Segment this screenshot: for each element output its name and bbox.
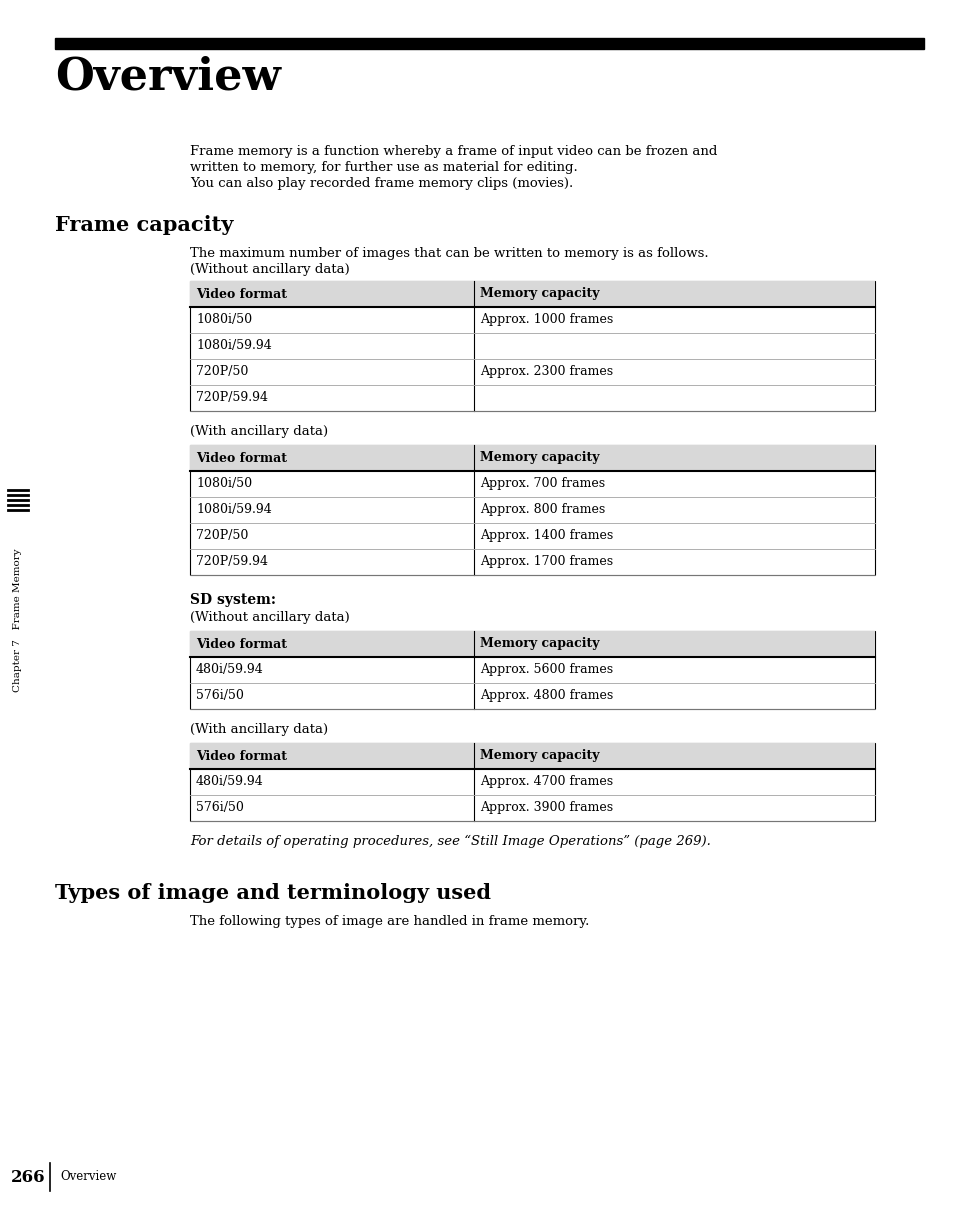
Text: Frame capacity: Frame capacity: [55, 215, 233, 235]
Text: Video format: Video format: [195, 452, 287, 464]
Text: Memory capacity: Memory capacity: [479, 287, 599, 301]
Text: Chapter 7   Frame Memory: Chapter 7 Frame Memory: [13, 548, 23, 692]
Text: (With ancillary data): (With ancillary data): [190, 724, 328, 736]
Text: Memory capacity: Memory capacity: [479, 638, 599, 651]
Bar: [190, 281, 874, 411]
Text: Approx. 3900 frames: Approx. 3900 frames: [479, 801, 613, 814]
Text: 480i/59.94: 480i/59.94: [195, 776, 263, 789]
Text: 266: 266: [10, 1168, 45, 1185]
Text: (With ancillary data): (With ancillary data): [190, 425, 328, 438]
Text: Video format: Video format: [195, 287, 287, 301]
Text: 720P/59.94: 720P/59.94: [195, 391, 268, 405]
Text: Approx. 1400 frames: Approx. 1400 frames: [479, 530, 613, 543]
Text: 1080i/50: 1080i/50: [195, 478, 252, 491]
Text: Frame memory is a function whereby a frame of input video can be frozen and: Frame memory is a function whereby a fra…: [190, 145, 717, 158]
Text: The maximum number of images that can be written to memory is as follows.: The maximum number of images that can be…: [190, 247, 708, 261]
Text: 480i/59.94: 480i/59.94: [195, 663, 263, 676]
Text: (Without ancillary data): (Without ancillary data): [190, 263, 350, 276]
Text: SD system:: SD system:: [190, 593, 275, 607]
Text: Approx. 700 frames: Approx. 700 frames: [479, 478, 605, 491]
Text: Overview: Overview: [55, 55, 280, 98]
Text: Approx. 4800 frames: Approx. 4800 frames: [479, 690, 613, 703]
Text: 1080i/59.94: 1080i/59.94: [195, 339, 272, 353]
Text: 1080i/59.94: 1080i/59.94: [195, 503, 272, 516]
Bar: [55, 38, 923, 48]
Bar: [190, 445, 874, 574]
Text: 576i/50: 576i/50: [195, 801, 244, 814]
Text: Video format: Video format: [195, 749, 287, 762]
Text: 720P/50: 720P/50: [195, 530, 248, 543]
Text: Overview: Overview: [60, 1171, 116, 1183]
Text: 720P/59.94: 720P/59.94: [195, 555, 268, 568]
Bar: [190, 281, 874, 307]
Text: You can also play recorded frame memory clips (movies).: You can also play recorded frame memory …: [190, 177, 573, 190]
Text: written to memory, for further use as material for editing.: written to memory, for further use as ma…: [190, 161, 578, 175]
Text: Memory capacity: Memory capacity: [479, 749, 599, 762]
Bar: [190, 743, 874, 768]
Bar: [190, 631, 874, 657]
Text: Types of image and terminology used: Types of image and terminology used: [55, 884, 491, 903]
Text: Approx. 1000 frames: Approx. 1000 frames: [479, 314, 613, 326]
Bar: [190, 631, 874, 709]
Text: The following types of image are handled in frame memory.: The following types of image are handled…: [190, 915, 589, 928]
Text: Approx. 5600 frames: Approx. 5600 frames: [479, 663, 613, 676]
Text: Approx. 4700 frames: Approx. 4700 frames: [479, 776, 613, 789]
Text: 720P/50: 720P/50: [195, 366, 248, 378]
Text: (Without ancillary data): (Without ancillary data): [190, 611, 350, 624]
Text: For details of operating procedures, see “Still Image Operations” (page 269).: For details of operating procedures, see…: [190, 835, 710, 848]
Text: Memory capacity: Memory capacity: [479, 452, 599, 464]
Text: Approx. 800 frames: Approx. 800 frames: [479, 503, 605, 516]
Text: Approx. 1700 frames: Approx. 1700 frames: [479, 555, 613, 568]
Bar: [190, 743, 874, 821]
Text: 1080i/50: 1080i/50: [195, 314, 252, 326]
Text: Video format: Video format: [195, 638, 287, 651]
Text: Approx. 2300 frames: Approx. 2300 frames: [479, 366, 613, 378]
Bar: [190, 445, 874, 471]
Text: 576i/50: 576i/50: [195, 690, 244, 703]
